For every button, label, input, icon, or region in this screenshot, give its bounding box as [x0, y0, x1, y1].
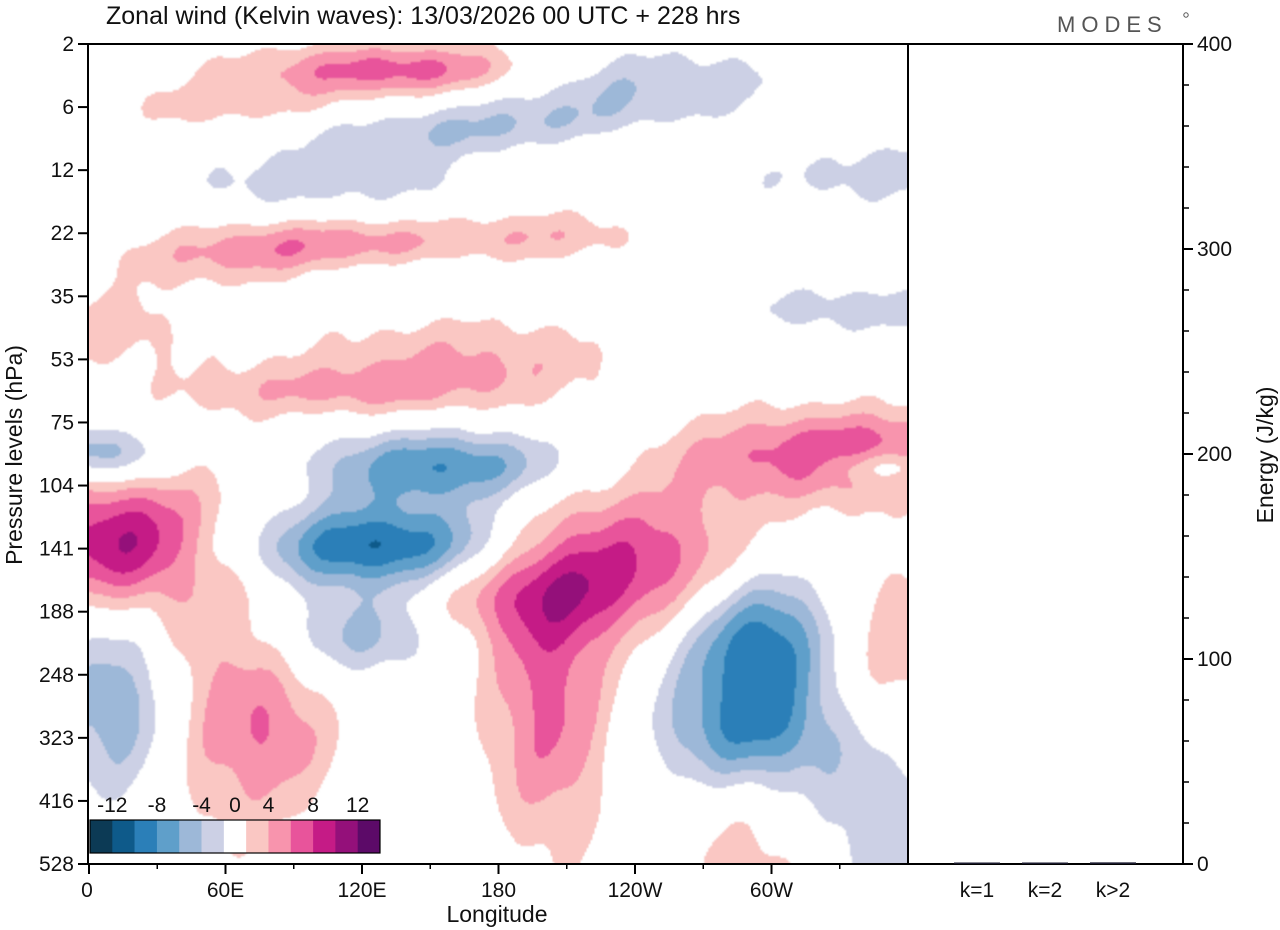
energy-tick-label: 300 [1197, 238, 1232, 261]
energy-bar [1090, 862, 1136, 864]
energy-bars [954, 862, 1136, 864]
energy-tick-label: 200 [1197, 443, 1232, 466]
wavenumber-label: k>2 [1096, 879, 1130, 902]
energy-tick-label: 100 [1197, 648, 1232, 671]
chart-title: Zonal wind (Kelvin waves): 13/03/2026 00… [106, 2, 740, 30]
x-tick-label: 180 [481, 879, 516, 902]
x-tick-label: 60E [207, 879, 244, 902]
wavenumber-label: k=1 [960, 879, 994, 902]
energy-axis-label: Energy (J/kg) [1252, 387, 1278, 524]
colorbar-swatch [313, 820, 336, 853]
colorbar-swatch [290, 820, 314, 853]
colorbar-swatch [201, 820, 225, 853]
colorbar-label: 12 [346, 794, 369, 817]
y-tick-label: 35 [51, 285, 74, 308]
colorbar-label: 0 [229, 794, 241, 817]
y-tick-label: 104 [39, 475, 74, 498]
energy-tick-label: 400 [1197, 33, 1232, 56]
colorbar-swatch [357, 820, 381, 853]
y-tick-label: 248 [39, 664, 74, 687]
energy-bar [954, 862, 1000, 864]
contour-field [89, 44, 908, 864]
y-tick-label: 188 [39, 601, 74, 624]
colorbar-swatch [112, 820, 135, 853]
energy-tick-label: 0 [1197, 853, 1209, 876]
y-tick-label: 323 [39, 727, 74, 750]
zonal-wind-panel: -12 -8 -4 0 4 8 12 0 60E 120E 180 120W 60W 26122235… [1, 33, 909, 927]
x-tick-label: 60W [750, 879, 793, 902]
colorbar-swatch [246, 820, 269, 853]
registered-mark-icon [1183, 12, 1189, 18]
wavenumber-label: k=2 [1028, 879, 1062, 902]
x-axis-ticks: 0 60E 120E 180 120W 60W [81, 864, 841, 902]
colorbar-frame [89, 819, 381, 854]
colorbar-swatch [156, 820, 180, 853]
colorbar-swatch [223, 820, 247, 853]
colorbar-label: -8 [148, 794, 167, 817]
y-tick-label: 528 [39, 853, 74, 876]
colorbar-swatch [335, 820, 358, 853]
colorbar-swatch [179, 820, 202, 853]
y-tick-label: 12 [51, 159, 74, 182]
y-axis-ticks: 2 6 12 22 35 53 75 104 141 188 248 323 416 528 [39, 33, 88, 876]
y-tick-label: 6 [62, 96, 74, 119]
wavenumber-labels: k=1 k=2 k>2 [960, 879, 1130, 902]
colorbar-label: -4 [192, 794, 211, 817]
energy-bar [1022, 862, 1068, 864]
x-axis-label: Longitude [446, 901, 547, 927]
y-tick-label: 53 [51, 348, 74, 371]
colorbar-label: -12 [97, 794, 127, 817]
colorbar-swatch [268, 820, 292, 853]
x-tick-label: 120E [337, 879, 386, 902]
colorbar-swatch [134, 820, 158, 853]
colorbar-label: 8 [307, 794, 319, 817]
y-tick-label: 75 [51, 411, 74, 434]
colorbar-label: 4 [263, 794, 275, 817]
x-tick-label: 120W [608, 879, 663, 902]
x-tick-label: 0 [81, 879, 93, 902]
y-tick-label: 416 [39, 790, 74, 813]
y-axis-label: Pressure levels (hPa) [1, 345, 27, 565]
colorbar: -12 -8 -4 0 4 8 12 [89, 794, 381, 854]
modes-logo: MODES [1057, 12, 1168, 37]
y-tick-label: 2 [62, 33, 74, 56]
energy-axis-ticks: 0 100 200 300 400 [1183, 33, 1232, 876]
y-tick-label: 22 [51, 222, 74, 245]
colorbar-swatch [90, 820, 113, 853]
energy-panel: 0 100 200 300 400 k=1 k=2 k>2 Energy (J/kg) [908, 33, 1278, 902]
y-tick-label: 141 [39, 538, 74, 561]
